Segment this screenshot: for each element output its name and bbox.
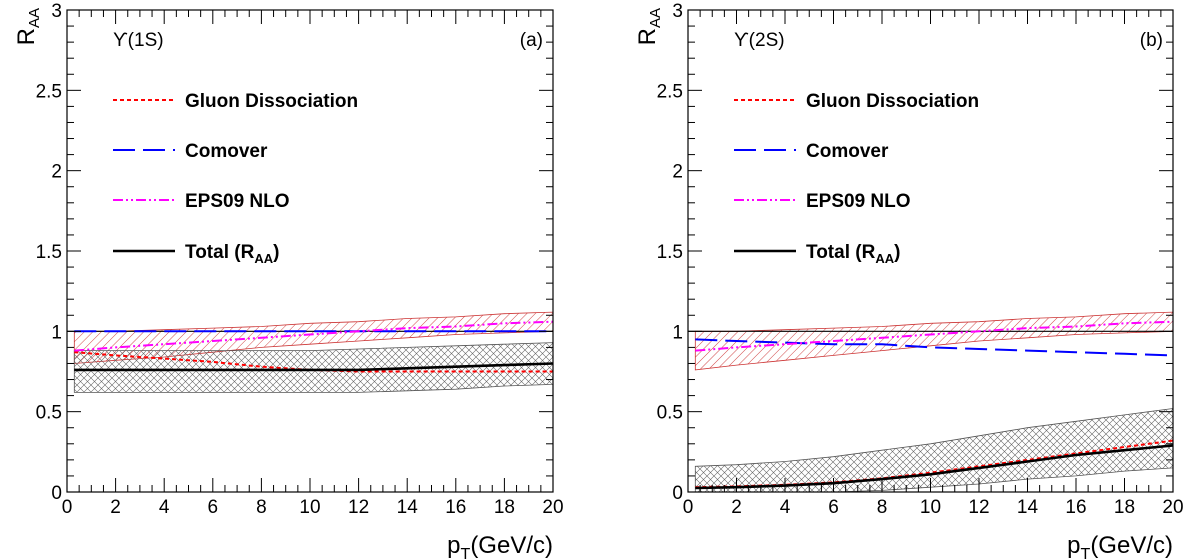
plot-area: [688, 311, 1173, 492]
x-tick-label: 14: [397, 497, 419, 518]
x-tick-label: 18: [1114, 497, 1135, 518]
y-tick-label: 3: [51, 1, 62, 22]
series-line-0: [74, 351, 553, 373]
plot-area: [67, 311, 553, 393]
uncertainty-band-eps09: [694, 311, 1173, 371]
x-tick-label: 20: [542, 497, 563, 518]
x-tick-label: 20: [1162, 497, 1183, 518]
x-tick-label: 8: [877, 497, 888, 518]
legend-entry: Gluon Dissociation: [806, 91, 979, 112]
state-label: ϒ(2S): [734, 30, 785, 51]
state-label: ϒ(1S): [113, 30, 164, 51]
legend-entry: Comover: [806, 141, 889, 162]
x-tick-label: 6: [828, 497, 839, 518]
uncertainty-band-total: [694, 408, 1173, 492]
panel-b: 0 2 4 6 8 10 12 14 16 18 20 0 0.5 1 1.5 2 2.5 3 pT(GeV/c) R…: [634, 1, 1184, 559]
series-line-3: [695, 444, 1173, 490]
y-tick-label: 0: [672, 483, 683, 504]
y-tick-label: 1.5: [36, 242, 62, 263]
x-tick-label: 6: [208, 497, 219, 518]
y-tick-label: 2: [51, 162, 62, 183]
x-tick-label: 12: [348, 497, 369, 518]
legend-entry: EPS09 NLO: [806, 191, 911, 212]
y-tick-label: 2.5: [36, 81, 62, 102]
x-tick-label: 0: [62, 497, 73, 518]
series-line-1: [695, 338, 1173, 357]
series-line-3: [74, 362, 553, 372]
x-tick-label: 8: [256, 497, 267, 518]
y-tick-label: 0.5: [36, 403, 62, 424]
panel-label: (b): [1140, 30, 1163, 51]
y-tick-label: 0: [51, 483, 62, 504]
x-tick-label: 16: [1065, 497, 1086, 518]
x-axis-label: pT(GeV/c): [447, 532, 553, 559]
x-tick-label: 14: [1017, 497, 1039, 518]
y-tick-label: 2: [672, 162, 683, 183]
panel-a: 0 2 4 6 8 10 12 14 16 18 20 0 0.5 1 1.5 2 2.5 3 pT(GeV/c) R…: [13, 1, 564, 559]
legend-entry: Comover: [185, 141, 268, 162]
uncertainty-band-total: [73, 342, 553, 393]
x-tick-label: 4: [159, 497, 170, 518]
panel-label: (a): [520, 30, 543, 51]
x-tick-label: 10: [920, 497, 941, 518]
y-tick-label: 0.5: [657, 403, 683, 424]
series-line-2: [74, 320, 553, 352]
x-tick-label: 18: [494, 497, 515, 518]
y-tick-label: 1: [672, 322, 683, 343]
legend-entry: EPS09 NLO: [185, 191, 290, 212]
y-axis-label: RAA: [634, 8, 664, 45]
x-tick-label: 2: [110, 497, 121, 518]
y-tick-label: 2.5: [657, 81, 683, 102]
legend-entry: Total (RAA): [806, 242, 900, 266]
series-line-2: [695, 320, 1173, 352]
legend-entry: Total (RAA): [185, 242, 279, 266]
x-tick-label: 12: [968, 497, 989, 518]
y-tick-label: 1: [51, 322, 62, 343]
y-axis-label: RAA: [13, 8, 43, 45]
x-tick-label: 0: [683, 497, 694, 518]
x-tick-label: 16: [445, 497, 466, 518]
x-tick-label: 4: [780, 497, 791, 518]
y-tick-label: 3: [672, 1, 683, 22]
x-tick-label: 2: [731, 497, 742, 518]
x-axis-label: pT(GeV/c): [1067, 532, 1173, 559]
x-tick-label: 10: [299, 497, 320, 518]
legend-entry: Gluon Dissociation: [185, 91, 358, 112]
y-tick-label: 1.5: [657, 242, 683, 263]
